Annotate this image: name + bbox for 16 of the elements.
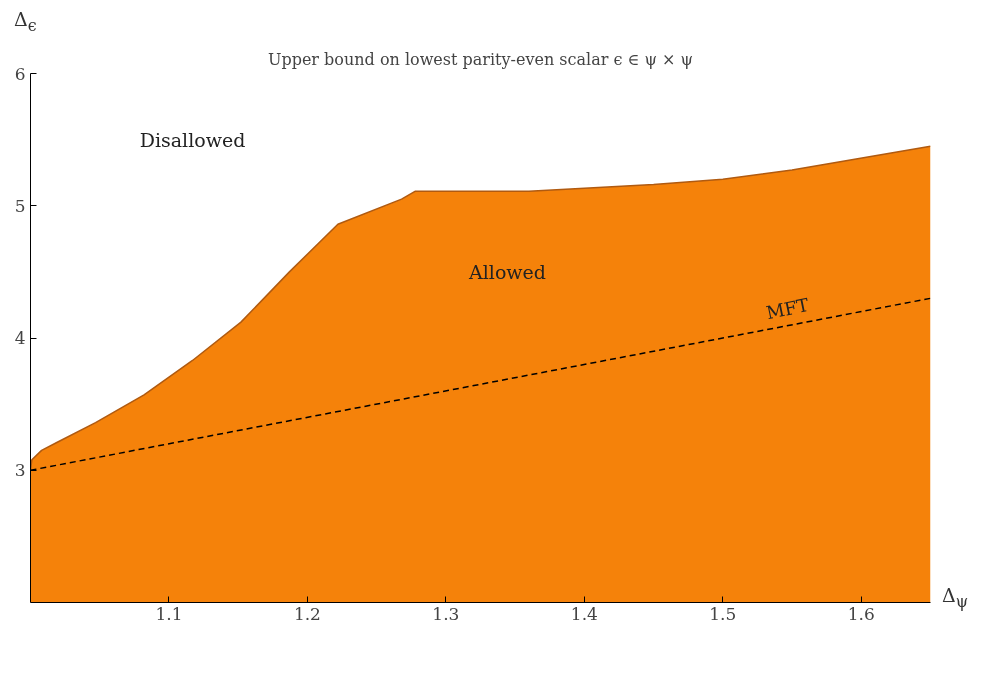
x-tick-label: 1.3 [432, 603, 460, 624]
x-tick-label: 1.6 [847, 603, 875, 624]
annotation: Allowed [468, 260, 546, 283]
x-axis-title: Δ$_{ψ}$ [942, 583, 969, 613]
y-tick-label: 4 [14, 328, 26, 348]
x-tick-label: 1.5 [709, 603, 737, 624]
x-tick-label: 1.2 [293, 603, 321, 624]
annotation: Disallowed [139, 128, 246, 151]
chart-title: Upper bound on lowest parity-even scalar ϵ ∈ ψ × ψ [267, 49, 694, 69]
text: MFT [764, 294, 811, 324]
x-tick-label: 1.1 [155, 603, 183, 624]
y-tick-label: 5 [14, 195, 26, 216]
y-tick-label: 3 [14, 460, 26, 481]
x-tick-label: 1.4 [570, 603, 598, 624]
y-axis-title: Δ$_{ϵ}$ [14, 7, 37, 37]
y-tick-label: 6 [14, 63, 26, 84]
